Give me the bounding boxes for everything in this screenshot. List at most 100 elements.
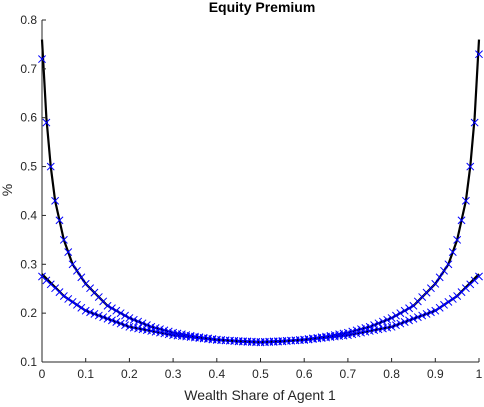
x-marker bbox=[64, 295, 73, 303]
x-marker bbox=[431, 306, 440, 315]
x-marker bbox=[400, 306, 409, 315]
x-marker bbox=[343, 328, 352, 337]
y-tick-label: 0.7 bbox=[20, 62, 37, 76]
x-marker bbox=[59, 292, 68, 300]
y-tick-label: 0.6 bbox=[20, 111, 37, 125]
x-marker bbox=[129, 315, 138, 324]
x-ticks: 0 0.1 0.2 0.3 0.4 0.5 0.6 0.7 0.8 0.9 1 bbox=[39, 358, 483, 381]
x-marker bbox=[466, 162, 475, 171]
x-marker bbox=[387, 314, 396, 322]
series-layer bbox=[38, 39, 483, 347]
x-marker bbox=[392, 321, 400, 330]
x-marker bbox=[138, 319, 147, 328]
x-marker bbox=[90, 309, 99, 318]
x-marker bbox=[134, 317, 143, 326]
x-marker bbox=[103, 301, 112, 310]
x-marker bbox=[444, 260, 453, 269]
x-marker bbox=[409, 314, 418, 323]
x-marker bbox=[392, 311, 400, 320]
x-marker bbox=[125, 314, 134, 322]
x-marker bbox=[422, 309, 431, 318]
x-marker bbox=[383, 315, 392, 324]
x-tick-label: 0 bbox=[39, 367, 46, 381]
x-marker bbox=[431, 279, 440, 288]
x-marker bbox=[396, 319, 405, 328]
x-marker bbox=[475, 272, 483, 281]
x-marker bbox=[400, 318, 409, 326]
y-tick-label: 0.5 bbox=[20, 160, 37, 174]
series-line-0 bbox=[40, 39, 481, 344]
x-tick-label: 0.4 bbox=[208, 367, 225, 381]
x-marker bbox=[116, 309, 125, 318]
x-marker bbox=[457, 216, 466, 225]
x-marker bbox=[121, 311, 129, 320]
x-marker bbox=[448, 248, 457, 257]
y-axis-label: % bbox=[0, 184, 15, 196]
x-marker bbox=[73, 300, 81, 309]
x-marker bbox=[121, 321, 129, 330]
x-marker bbox=[107, 304, 116, 313]
x-marker bbox=[46, 162, 55, 171]
x-tick-label: 0.1 bbox=[77, 367, 94, 381]
x-marker bbox=[77, 303, 86, 312]
x-marker bbox=[81, 306, 90, 315]
x-tick-label: 0.8 bbox=[383, 367, 400, 381]
x-marker bbox=[374, 319, 383, 328]
x-marker bbox=[112, 306, 121, 315]
x-marker bbox=[68, 297, 77, 306]
x-marker bbox=[440, 266, 448, 275]
x-tick-label: 0.7 bbox=[340, 367, 357, 381]
x-marker bbox=[77, 273, 86, 282]
x-marker bbox=[405, 304, 414, 313]
x-marker bbox=[435, 273, 444, 282]
x-marker bbox=[73, 266, 81, 275]
x-marker bbox=[475, 50, 483, 59]
x-marker bbox=[418, 311, 427, 320]
x-marker bbox=[86, 308, 95, 317]
x-tick-label: 0.6 bbox=[296, 367, 313, 381]
y-tick-label: 0.8 bbox=[20, 13, 37, 27]
x-marker bbox=[38, 55, 46, 64]
chart-title: Equity Premium bbox=[209, 0, 316, 15]
x-marker bbox=[99, 313, 108, 322]
y-tick-label: 0.2 bbox=[20, 306, 37, 320]
x-marker bbox=[435, 303, 444, 312]
x-marker bbox=[348, 327, 357, 336]
x-marker bbox=[444, 297, 453, 306]
x-marker bbox=[387, 322, 396, 331]
x-marker bbox=[378, 317, 387, 326]
x-marker bbox=[55, 216, 64, 225]
x-marker bbox=[470, 118, 479, 127]
x-tick-label: 0.5 bbox=[252, 367, 269, 381]
plot-area: 0 0.1 0.2 0.3 0.4 0.5 0.6 0.7 0.8 0.9 1 0.10.20.30… bbox=[20, 13, 483, 381]
x-marker bbox=[396, 309, 405, 318]
y-tick-label: 0.4 bbox=[20, 208, 37, 222]
x-marker bbox=[64, 248, 73, 257]
x-tick-label: 0.3 bbox=[165, 367, 182, 381]
x-tick-label: 0.9 bbox=[427, 367, 444, 381]
x-marker bbox=[453, 235, 462, 244]
x-tick-label: 0.2 bbox=[121, 367, 138, 381]
x-marker bbox=[112, 318, 121, 326]
x-marker bbox=[116, 319, 125, 328]
x-marker bbox=[51, 196, 60, 205]
x-marker bbox=[440, 300, 448, 309]
series-markers-3 bbox=[38, 272, 483, 346]
x-marker bbox=[94, 311, 103, 320]
x-tick-label: 1 bbox=[476, 367, 483, 381]
y-tick-label: 0.3 bbox=[20, 257, 37, 271]
x-marker bbox=[42, 118, 51, 127]
y-tick-label: 0.1 bbox=[20, 355, 37, 369]
x-marker bbox=[164, 327, 173, 336]
x-marker bbox=[405, 316, 414, 325]
x-marker bbox=[107, 316, 116, 325]
x-marker bbox=[461, 196, 470, 205]
x-axis-label: Wealth Share of Agent 1 bbox=[184, 387, 336, 403]
y-ticks: 0.1 0.2 0.3 0.4 0.5 0.6 0.7 0.8 bbox=[20, 13, 46, 369]
x-marker bbox=[68, 260, 77, 269]
x-marker bbox=[448, 295, 457, 303]
x-marker bbox=[59, 235, 68, 244]
x-marker bbox=[413, 313, 422, 322]
series-line-1 bbox=[41, 273, 480, 344]
